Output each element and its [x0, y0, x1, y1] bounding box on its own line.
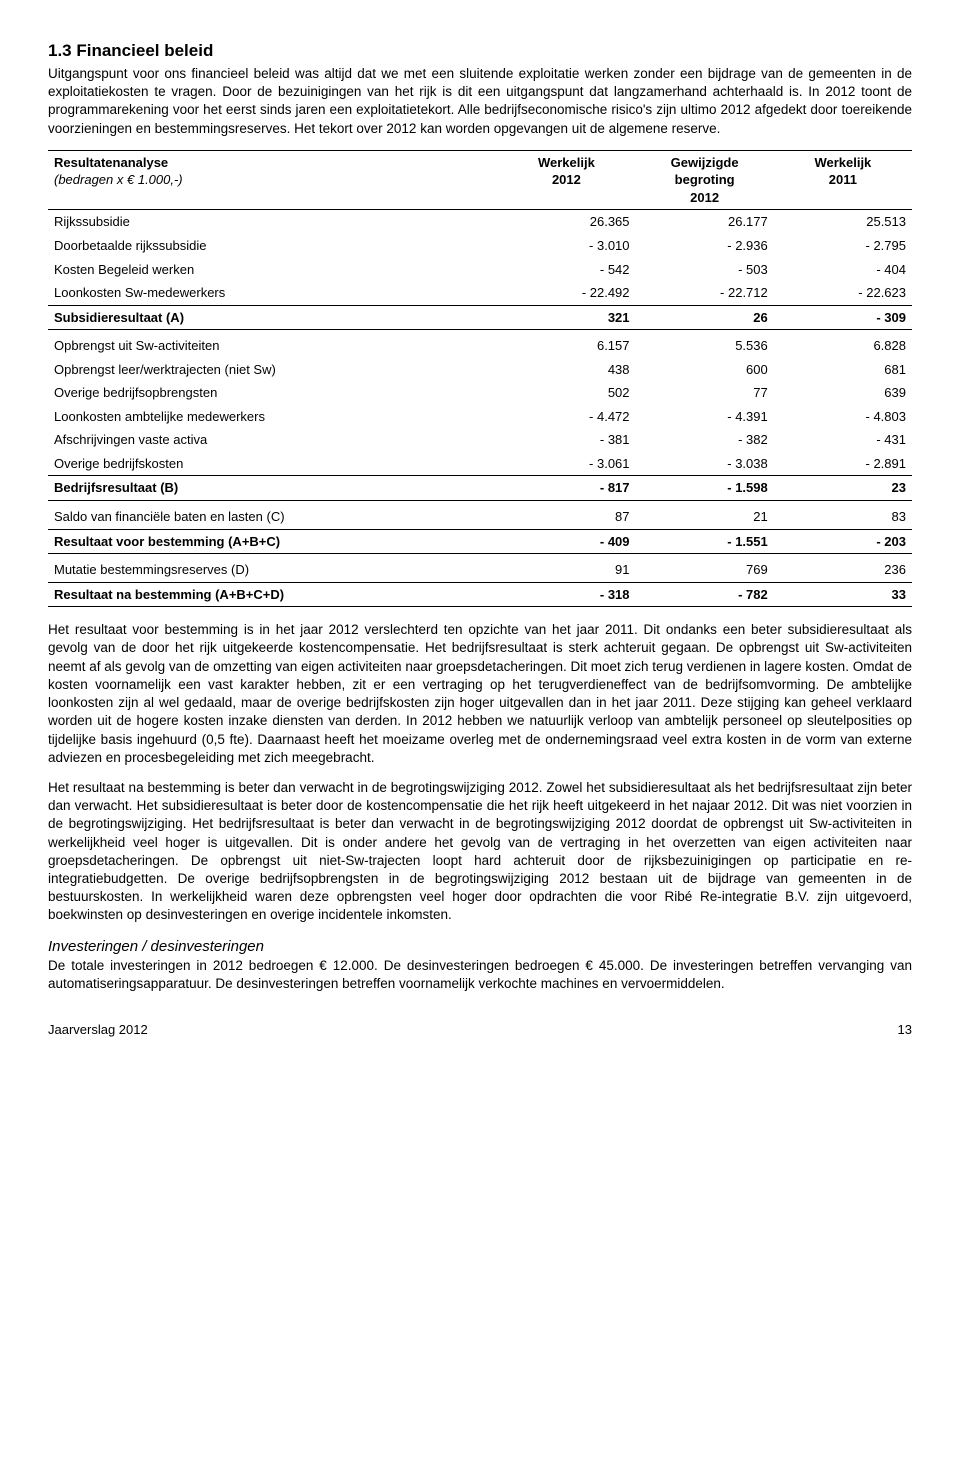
section-heading: 1.3 Financieel beleid	[48, 40, 912, 63]
table-row: Loonkosten Sw-medewerkers- 22.492- 22.71…	[48, 281, 912, 305]
footer-left: Jaarverslag 2012	[48, 1021, 148, 1039]
col-header-werkelijk-2012: Werkelijk2012	[497, 150, 635, 210]
subtotal-row-b: Bedrijfsresultaat (B)- 817- 1.59823	[48, 476, 912, 501]
investments-heading: Investeringen / desinvesteringen	[48, 937, 912, 957]
table-header-label: Resultatenanalyse (bedragen x € 1.000,-)	[48, 150, 497, 210]
subtotal-row-c: Resultaat voor bestemming (A+B+C)- 409- …	[48, 529, 912, 554]
table-row: Loonkosten ambtelijke medewerkers- 4.472…	[48, 405, 912, 429]
subtotal-row-d: Resultaat na bestemming (A+B+C+D)- 318- …	[48, 582, 912, 607]
table-row: Saldo van financiële baten en lasten (C)…	[48, 505, 912, 529]
table-row: Opbrengst uit Sw-activiteiten6.1575.5366…	[48, 334, 912, 358]
table-row: Mutatie bestemmingsreserves (D)91769236	[48, 558, 912, 582]
footer-page-number: 13	[898, 1021, 912, 1039]
table-row: Opbrengst leer/werktrajecten (niet Sw)43…	[48, 358, 912, 382]
table-row: Rijkssubsidie26.36526.17725.513	[48, 210, 912, 234]
table-row: Overige bedrijfsopbrengsten50277639	[48, 381, 912, 405]
intro-paragraph: Uitgangspunt voor ons financieel beleid …	[48, 65, 912, 138]
table-row: Kosten Begeleid werken- 542- 503- 404	[48, 258, 912, 282]
results-table: Resultatenanalyse (bedragen x € 1.000,-)…	[48, 150, 912, 607]
body-paragraph-2: Het resultaat voor bestemming is in het …	[48, 621, 912, 767]
table-row: Doorbetaalde rijkssubsidie- 3.010- 2.936…	[48, 234, 912, 258]
col-header-werkelijk-2011: Werkelijk2011	[774, 150, 912, 210]
investments-body: De totale investeringen in 2012 bedroege…	[48, 957, 912, 993]
table-row: Overige bedrijfskosten- 3.061- 3.038- 2.…	[48, 452, 912, 476]
subtotal-row-a: Subsidieresultaat (A)32126- 309	[48, 305, 912, 330]
body-paragraph-3: Het resultaat na bestemming is beter dan…	[48, 779, 912, 925]
col-header-gewijzigde-begroting-2012: Gewijzigde begroting 2012	[636, 150, 774, 210]
table-row: Afschrijvingen vaste activa- 381- 382- 4…	[48, 428, 912, 452]
